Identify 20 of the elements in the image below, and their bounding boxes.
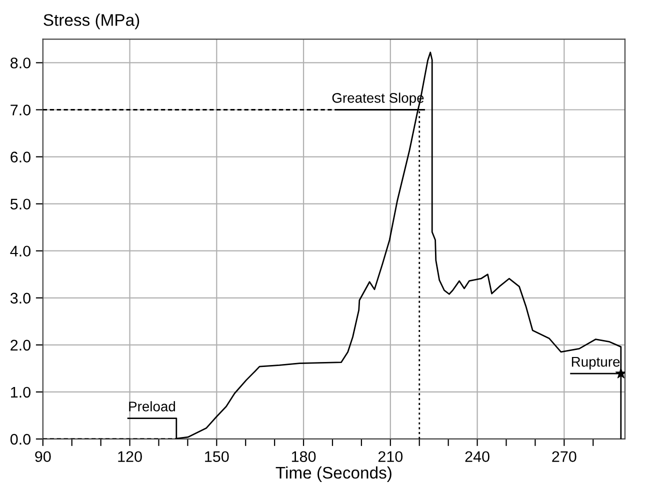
annotation: Preload (129, 401, 176, 412)
x-tick-label: 120 (118, 451, 142, 462)
y-tick-label: 4.0 (10, 246, 30, 257)
y-tick-label: 6.0 (10, 152, 30, 162)
x-tick-label: 150 (205, 451, 229, 462)
y-tick-label: 1.0 (11, 386, 30, 398)
x-axis-title: Time (Seconds) (276, 466, 392, 482)
y-axis-title: Stress (MPa) (44, 14, 140, 30)
y-tick-label: 3.0 (10, 292, 30, 304)
annotation: Rupture (572, 357, 620, 370)
y-tick-label: 5.0 (10, 198, 30, 210)
y-tick-label: 8.0 (10, 58, 30, 68)
y-tick-label: 0.0 (10, 434, 30, 445)
x-tick-label: 270 (552, 451, 576, 462)
y-tick-label: 7.0 (10, 104, 30, 116)
x-tick-label: 180 (292, 451, 316, 462)
y-tick-label: 2.0 (10, 340, 30, 351)
x-tick-label: 240 (465, 451, 490, 462)
x-tick-label: 210 (378, 451, 403, 462)
x-tick-label: 90 (35, 451, 51, 462)
